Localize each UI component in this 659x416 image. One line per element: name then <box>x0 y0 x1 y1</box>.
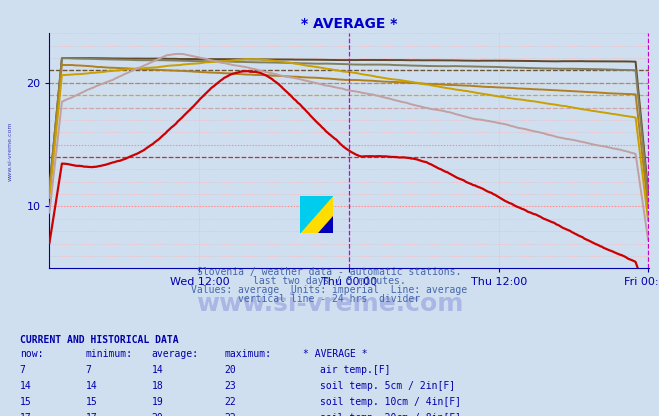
Text: Values: average  Units: imperial  Line: average: Values: average Units: imperial Line: av… <box>191 285 468 295</box>
Text: * AVERAGE *: * AVERAGE * <box>303 349 368 359</box>
Text: maximum:: maximum: <box>224 349 271 359</box>
Text: 19: 19 <box>152 397 163 407</box>
Text: CURRENT AND HISTORICAL DATA: CURRENT AND HISTORICAL DATA <box>20 335 179 345</box>
Text: www.si-vreme.com: www.si-vreme.com <box>8 121 13 181</box>
Text: 15: 15 <box>20 397 32 407</box>
Text: 20: 20 <box>224 365 236 375</box>
Text: now:: now: <box>20 349 43 359</box>
Text: 14: 14 <box>152 365 163 375</box>
Polygon shape <box>300 196 333 233</box>
Text: air temp.[F]: air temp.[F] <box>320 365 390 375</box>
Text: www.si-vreme.com: www.si-vreme.com <box>196 292 463 316</box>
Text: soil temp. 10cm / 4in[F]: soil temp. 10cm / 4in[F] <box>320 397 461 407</box>
Text: Slovenia / weather data - automatic stations.: Slovenia / weather data - automatic stat… <box>197 267 462 277</box>
Text: 14: 14 <box>86 381 98 391</box>
Text: vertical line - 24 hrs  divider: vertical line - 24 hrs divider <box>239 294 420 304</box>
Text: 14: 14 <box>20 381 32 391</box>
Text: average:: average: <box>152 349 198 359</box>
Title: * AVERAGE *: * AVERAGE * <box>301 17 397 31</box>
Text: minimum:: minimum: <box>86 349 132 359</box>
Text: soil temp. 5cm / 2in[F]: soil temp. 5cm / 2in[F] <box>320 381 455 391</box>
Text: 18: 18 <box>152 381 163 391</box>
Text: 22: 22 <box>224 397 236 407</box>
Polygon shape <box>318 216 333 233</box>
Text: 23: 23 <box>224 381 236 391</box>
Text: 17: 17 <box>86 413 98 416</box>
Text: soil temp. 20cm / 8in[F]: soil temp. 20cm / 8in[F] <box>320 413 461 416</box>
Text: 20: 20 <box>152 413 163 416</box>
Text: 7: 7 <box>86 365 92 375</box>
Text: 15: 15 <box>86 397 98 407</box>
Text: last two days / 5 minutes.: last two days / 5 minutes. <box>253 276 406 286</box>
Text: 22: 22 <box>224 413 236 416</box>
Text: 7: 7 <box>20 365 26 375</box>
Polygon shape <box>300 196 333 233</box>
Text: 17: 17 <box>20 413 32 416</box>
